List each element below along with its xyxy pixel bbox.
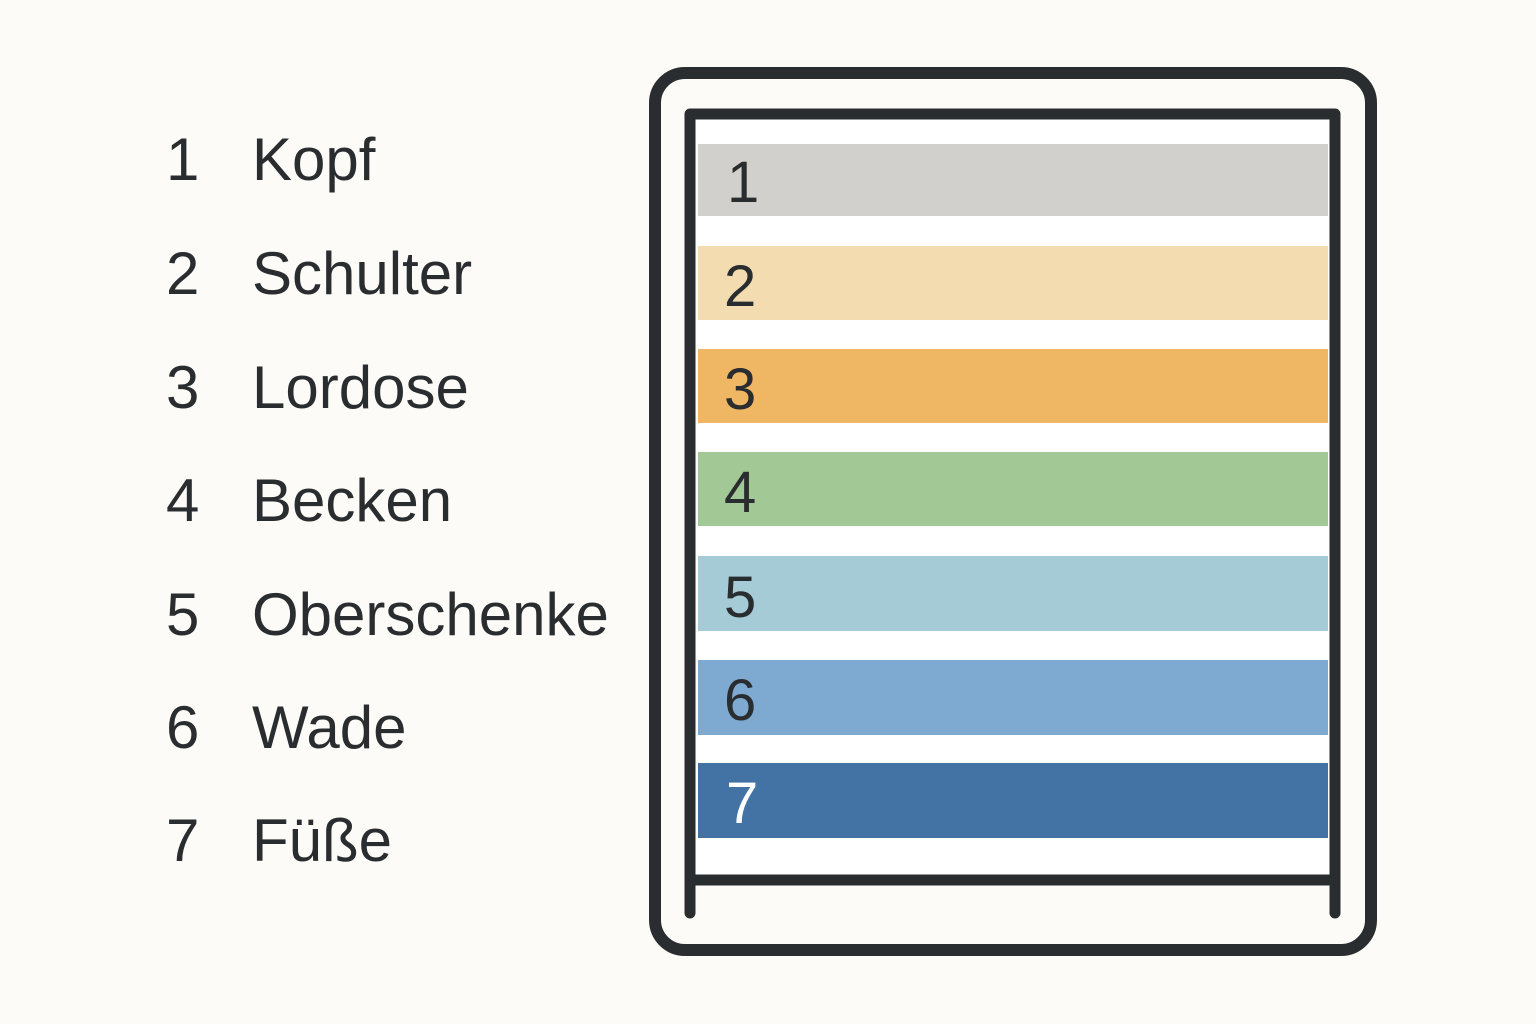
legend-number: 2 xyxy=(166,240,200,307)
legend-label: Wade xyxy=(252,694,407,761)
zone-band-3 xyxy=(698,349,1328,423)
zone-number-4: 4 xyxy=(724,460,756,525)
legend-label: Schulter xyxy=(252,240,473,307)
legend-number: 7 xyxy=(166,807,200,874)
legend-number: 4 xyxy=(166,467,200,534)
legend-label: Oberschenke xyxy=(252,581,609,648)
zone-number-3: 3 xyxy=(724,357,756,422)
zone-legend: 1 Kopf 2 Schulter 3 Lordose 4 Becken 5 O… xyxy=(0,0,650,1024)
zone-band-7 xyxy=(698,763,1328,838)
legend-number: 5 xyxy=(166,581,200,648)
inner-frame xyxy=(684,108,1341,919)
legend-number: 1 xyxy=(166,126,200,193)
legend-number: 6 xyxy=(166,694,200,761)
zone-band-5 xyxy=(698,556,1328,631)
zone-number-2: 2 xyxy=(724,254,756,319)
zone-number-1: 1 xyxy=(727,150,759,215)
legend-label: Kopf xyxy=(252,126,376,193)
zone-number-5: 5 xyxy=(724,565,756,630)
zone-number-6: 6 xyxy=(724,668,756,733)
legend-label: Becken xyxy=(252,467,453,534)
legend-label: Lordose xyxy=(252,354,469,421)
zone-band-1 xyxy=(698,144,1328,216)
outer-frame xyxy=(649,67,1377,956)
legend-label: Füße xyxy=(252,807,393,874)
zone-band-4 xyxy=(698,452,1328,526)
zone-band-6 xyxy=(698,660,1328,735)
legend-number: 3 xyxy=(166,354,200,421)
zone-band-2 xyxy=(698,246,1328,320)
zone-number-7: 7 xyxy=(726,771,758,836)
